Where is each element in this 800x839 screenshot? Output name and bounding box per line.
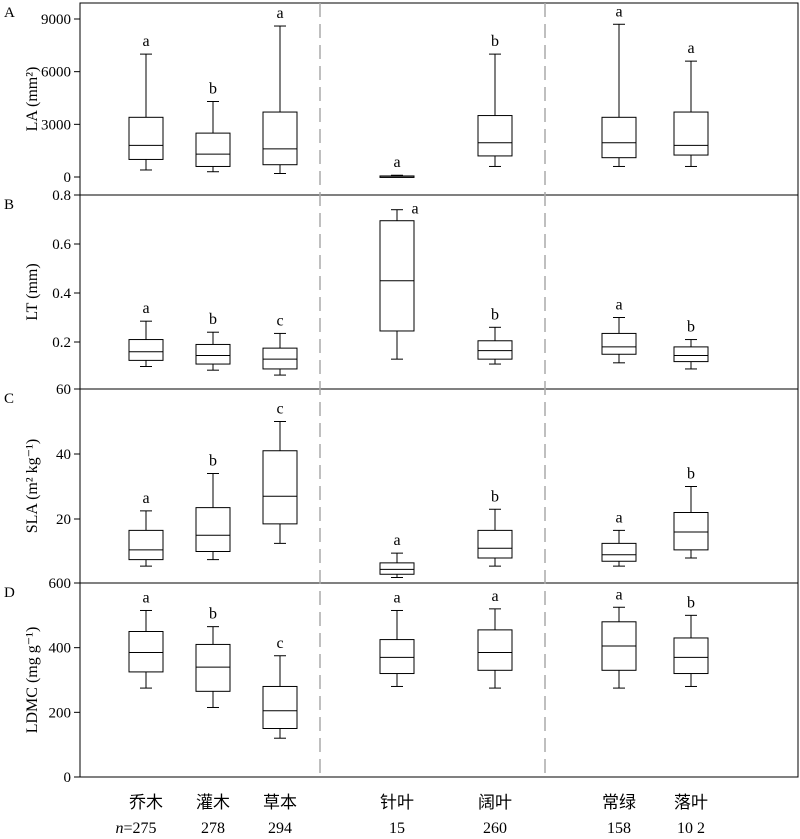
significance-letter-b-3: c xyxy=(276,312,283,329)
y-tick-label-a: 3000 xyxy=(41,117,71,133)
panel-label-b: B xyxy=(4,197,14,213)
y-tick-label-b: 0.4 xyxy=(52,286,71,302)
x-category-label: 草本 xyxy=(263,793,297,812)
box-d-7-iqr xyxy=(673,637,709,675)
significance-letter-c-7: b xyxy=(687,466,695,483)
box-c-3-iqr xyxy=(262,450,298,525)
sample-size-label: 10 2 xyxy=(677,820,705,837)
box-a-3-iqr xyxy=(262,111,298,166)
y-tick-label-d: 200 xyxy=(49,705,72,721)
significance-letter-c-6: a xyxy=(615,509,622,526)
significance-letter-a-6: a xyxy=(615,3,622,20)
y-tick-label-a: 6000 xyxy=(41,65,71,81)
significance-letter-d-7: b xyxy=(687,594,695,611)
significance-letter-a-4: a xyxy=(393,154,400,171)
significance-letter-a-5: b xyxy=(491,33,499,50)
y-tick-label-b: 0.6 xyxy=(52,237,71,253)
x-category-label: 常绿 xyxy=(602,793,636,812)
y-tick-label-a: 0 xyxy=(64,170,72,186)
sample-size-label: 260 xyxy=(483,820,507,837)
box-b-2-iqr xyxy=(195,343,231,365)
y-tick-label-b: 0.2 xyxy=(52,335,71,351)
significance-letter-c-3: c xyxy=(276,401,283,418)
box-d-4-iqr xyxy=(379,639,415,675)
box-c-4-iqr xyxy=(379,562,415,575)
significance-letter-d-5: a xyxy=(491,588,498,605)
significance-letter-a-1: a xyxy=(142,33,149,50)
sample-size-label: 278 xyxy=(201,820,225,837)
sample-size-label: 158 xyxy=(607,820,631,837)
box-c-2-iqr xyxy=(195,507,231,552)
box-c-5-iqr xyxy=(477,529,513,559)
y-axis-label-d: LDMC (mg g⁻¹) xyxy=(24,627,41,734)
box-d-3-iqr xyxy=(262,685,298,730)
significance-letter-a-2: b xyxy=(209,81,217,98)
panel-label-d: D xyxy=(4,585,15,601)
x-category-label: 乔木 xyxy=(129,793,163,812)
y-axis-label-c: SLA (m² kg⁻¹) xyxy=(24,439,41,533)
y-tick-label-d: 400 xyxy=(49,641,72,657)
significance-letter-b-2: b xyxy=(209,311,217,328)
box-d-2-iqr xyxy=(195,643,231,692)
panel-label-c: C xyxy=(4,391,14,407)
sample-size-label: 15 xyxy=(389,820,405,837)
box-d-5-iqr xyxy=(477,629,513,671)
sample-size-label: 294 xyxy=(268,820,292,837)
significance-letter-d-4: a xyxy=(393,589,400,606)
box-c-1-iqr xyxy=(128,529,164,561)
significance-letter-b-1: a xyxy=(142,300,149,317)
significance-letter-b-5: b xyxy=(491,306,499,323)
y-axis-label-b: LT (mm) xyxy=(24,263,41,320)
box-b-1-iqr xyxy=(128,339,164,361)
significance-letter-a-3: a xyxy=(276,5,283,22)
significance-letter-a-7: a xyxy=(687,40,694,57)
box-d-1-iqr xyxy=(128,631,164,673)
x-category-label: 灌木 xyxy=(196,793,230,812)
box-b-3-iqr xyxy=(262,347,298,370)
box-a-1-iqr xyxy=(128,116,164,160)
y-tick-label-c: 20 xyxy=(56,512,71,528)
x-category-label: 落叶 xyxy=(674,793,708,812)
y-axis-label-a: LA (mm²) xyxy=(24,67,41,132)
box-c-6-iqr xyxy=(601,542,637,562)
x-category-label: 阔叶 xyxy=(478,793,512,812)
y-tick-label-d: 600 xyxy=(49,576,72,592)
significance-letter-b-4: a xyxy=(411,201,418,218)
box-a-7-iqr xyxy=(673,111,709,156)
box-a-2-iqr xyxy=(195,132,231,167)
x-category-label: 针叶 xyxy=(380,793,414,812)
box-b-5-iqr xyxy=(477,340,513,360)
box-a-6-iqr xyxy=(601,116,637,159)
box-c-7-iqr xyxy=(673,512,709,551)
y-tick-label-c: 40 xyxy=(56,447,71,463)
significance-letter-c-4: a xyxy=(393,532,400,549)
panel-label-a: A xyxy=(4,5,15,21)
y-tick-label-d: 0 xyxy=(64,770,72,786)
box-b-7-iqr xyxy=(673,346,709,363)
significance-letter-d-3: c xyxy=(276,635,283,652)
significance-letter-d-2: b xyxy=(209,606,217,623)
significance-letter-d-1: a xyxy=(142,589,149,606)
significance-letter-c-5: b xyxy=(491,488,499,505)
y-tick-label-c: 60 xyxy=(56,382,71,398)
sample-size-label: n=275 xyxy=(115,820,156,837)
significance-letter-d-6: a xyxy=(615,586,622,603)
box-a-5-iqr xyxy=(477,115,513,157)
plot-frame xyxy=(79,2,799,778)
y-tick-label-a: 9000 xyxy=(41,12,71,28)
box-b-4-iqr xyxy=(379,220,415,332)
significance-letter-c-2: b xyxy=(209,453,217,470)
significance-letter-b-6: a xyxy=(615,297,622,314)
significance-letter-c-1: a xyxy=(142,490,149,507)
significance-letter-b-7: b xyxy=(687,319,695,336)
box-b-6-iqr xyxy=(601,332,637,355)
y-tick-label-b: 0.8 xyxy=(52,188,71,204)
